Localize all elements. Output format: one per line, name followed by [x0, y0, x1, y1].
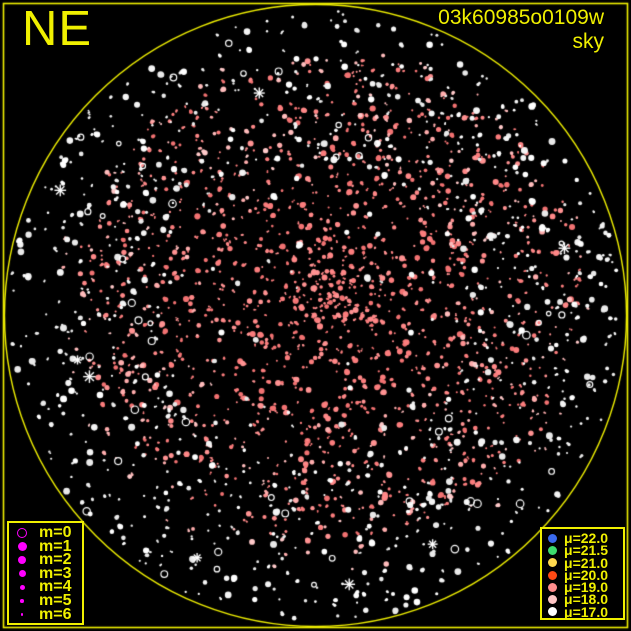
plot-title: 03k60985o0109w	[438, 6, 604, 29]
legend-row: μ=18.0	[545, 591, 623, 608]
legend-row: μ=19.0	[545, 579, 623, 596]
mu-label: μ=22.0	[564, 530, 608, 546]
magnitude-dot-icon	[19, 584, 25, 590]
magnitude-dot-icon	[20, 613, 24, 616]
legend-row: m=4	[13, 578, 82, 596]
magnitude-label: m=1	[39, 537, 72, 555]
magnitude-label: m=5	[39, 591, 72, 609]
marker-wrap	[545, 533, 559, 543]
mu-dot-icon	[547, 545, 557, 555]
legend-row: μ=21.0	[545, 554, 623, 571]
legend-row: m=1	[13, 537, 82, 555]
magnitude-label: m=3	[39, 564, 72, 582]
mu-label: μ=21.5	[564, 542, 608, 559]
magnitude-dot-icon	[17, 541, 27, 551]
mu-label: μ=19.0	[564, 579, 608, 596]
mu-dot-icon	[547, 570, 557, 580]
legend-row: μ=22.0	[545, 530, 623, 546]
marker-wrap	[545, 582, 559, 592]
marker-wrap	[13, 613, 31, 616]
magnitude-dot-icon	[18, 570, 26, 578]
marker-wrap	[13, 555, 31, 564]
marker-wrap	[13, 570, 31, 578]
plot-subtitle: sky	[572, 30, 605, 53]
legend-row: m=3	[13, 564, 82, 582]
magnitude-label: m=2	[39, 551, 72, 569]
marker-wrap	[545, 558, 559, 568]
mu-dot-icon	[547, 558, 557, 568]
magnitude-dot-icon	[20, 599, 24, 603]
mu-dot-icon	[547, 533, 557, 543]
magnitude-label: m=0	[39, 524, 72, 541]
marker-wrap	[13, 527, 31, 538]
magnitude-legend: m=0 m=1 m=2 m=3 m=4 m=5 m=6	[7, 521, 84, 625]
magnitude-label: m=4	[39, 578, 72, 596]
legend-row: m=5	[13, 591, 82, 609]
mu-label: μ=18.0	[564, 591, 608, 608]
marker-wrap	[13, 541, 31, 551]
mu-dot-icon	[547, 607, 557, 617]
magnitude-label: m=6	[39, 605, 72, 623]
marker-wrap	[545, 595, 559, 605]
magnitude-dot-icon	[18, 555, 26, 564]
mu-dot-icon	[547, 582, 557, 592]
marker-wrap	[545, 607, 559, 617]
title-block: 03k60985o0109w sky	[438, 6, 604, 54]
legend-row: m=0	[13, 524, 82, 541]
mu-label: μ=17.0	[564, 603, 608, 620]
legend-row: μ=17.0	[545, 603, 623, 620]
marker-wrap	[545, 545, 559, 555]
mu-label: μ=20.0	[564, 566, 608, 583]
mu-label: μ=21.0	[564, 554, 608, 571]
marker-wrap	[13, 584, 31, 590]
marker-wrap	[545, 570, 559, 580]
magnitude-ring-icon	[17, 527, 27, 538]
legend-row: m=2	[13, 551, 82, 569]
legend-row: μ=20.0	[545, 566, 623, 583]
orientation-label: NE	[22, 2, 93, 56]
legend-row: μ=21.5	[545, 542, 623, 559]
mu-dot-icon	[547, 595, 557, 605]
marker-wrap	[13, 599, 31, 603]
mu-legend: μ=22.0 μ=21.5 μ=21.0 μ=20.0 μ=19.0 μ=18.…	[540, 527, 625, 620]
legend-row: m=6	[13, 605, 82, 623]
